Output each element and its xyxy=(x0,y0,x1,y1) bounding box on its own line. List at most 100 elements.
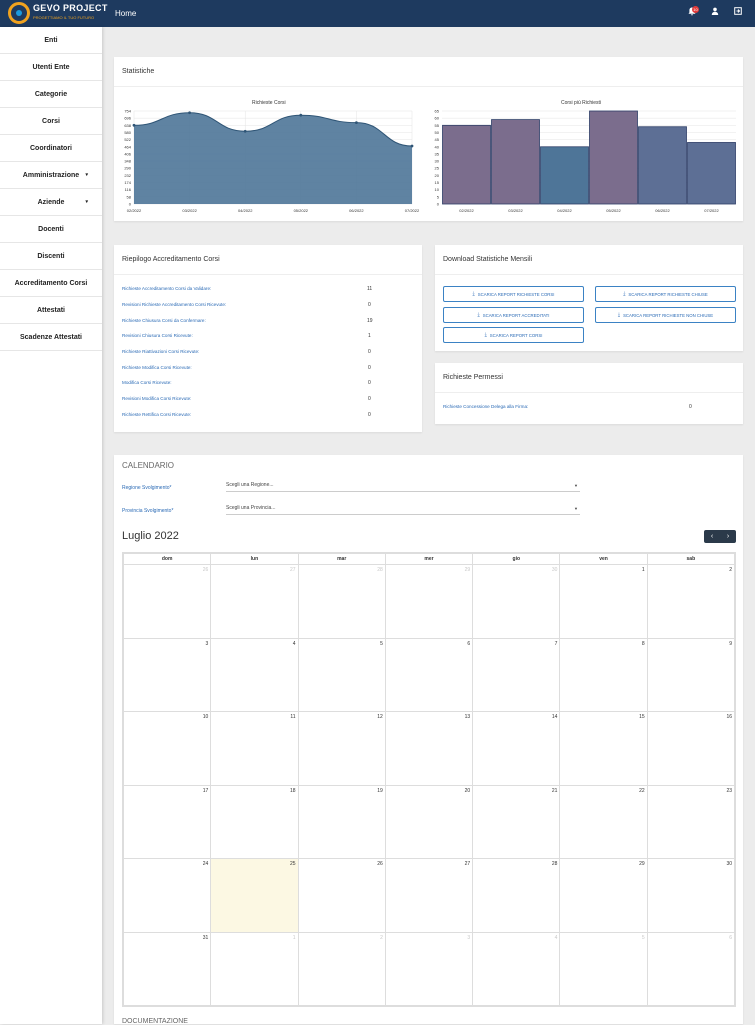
logout-icon[interactable] xyxy=(732,7,744,19)
calendar-day-cell[interactable]: 23 xyxy=(646,784,736,859)
calendar-day-cell[interactable]: 27 xyxy=(384,858,474,933)
calendar-day-cell[interactable]: 29 xyxy=(559,858,648,933)
y-tick-label: 464 xyxy=(124,144,131,149)
calendar-day-cell[interactable]: 29 xyxy=(384,564,474,639)
day-header: mar xyxy=(297,553,386,565)
y-tick-label: 45 xyxy=(435,137,440,142)
permessi-row-value: 0 xyxy=(689,404,692,410)
riepilogo-card: Riepilogo Accreditamento Corsi Richieste… xyxy=(114,245,422,432)
calendar-day-cell[interactable]: 26 xyxy=(122,564,212,639)
download-report-richieste-non-chiuse-button[interactable]: ⤓ SCARICA REPORT RICHIESTE NON CHIUSE xyxy=(595,307,736,323)
calendar-day-cell[interactable]: 30 xyxy=(472,564,561,639)
riepilogo-row-label[interactable]: Richieste Modifica Corsi Ricevute: xyxy=(122,365,192,370)
y-tick-label: 522 xyxy=(124,137,131,142)
riepilogo-row-label[interactable]: Richieste Accreditamento Corsi da Valida… xyxy=(122,286,212,291)
sidebar-item-coordinatori[interactable]: Coordinatori xyxy=(0,135,102,162)
x-tick-label: 06/2022 xyxy=(655,208,670,213)
calendar-day-cell[interactable]: 21 xyxy=(472,784,561,859)
calendar-day-cell[interactable]: 12 xyxy=(297,711,386,786)
calendar-day-cell[interactable]: 26 xyxy=(297,858,386,933)
provincia-select[interactable]: Scegli una Provincia... ▼ xyxy=(226,505,580,515)
calendar-day-cell[interactable]: 2 xyxy=(646,564,736,639)
sidebar-item-categorie[interactable]: Categorie xyxy=(0,81,102,108)
calendar-day-cell[interactable]: 22 xyxy=(559,784,648,859)
brand-logo[interactable]: GEVO PROJECT PROGETTIAMO IL TUO FUTURO xyxy=(8,2,108,24)
sidebar-item-aziende[interactable]: Aziende ▾ xyxy=(0,189,102,216)
calendar-day-cell[interactable]: 16 xyxy=(646,711,736,786)
riepilogo-row-label[interactable]: Richieste Chiusura Corsi da Confermare: xyxy=(122,318,206,323)
sidebar-item-accreditamento-corsi[interactable]: Accreditamento Corsi xyxy=(0,270,102,297)
sidebar-item-amministrazione[interactable]: Amministrazione ▾ xyxy=(0,162,102,189)
statistics-title: Statistiche xyxy=(114,57,743,87)
y-tick-label: 10 xyxy=(435,187,440,192)
sidebar-item-enti[interactable]: Enti xyxy=(0,27,102,54)
calendar-day-cell[interactable]: 2 xyxy=(297,931,386,1006)
riepilogo-row-label[interactable]: Richieste Riattivazioni Corsi Ricevute: xyxy=(122,349,200,354)
calendar-day-cell[interactable]: 15 xyxy=(559,711,648,786)
sidebar-item-utenti-ente[interactable]: Utenti Ente xyxy=(0,54,102,81)
calendar-next-button[interactable]: › xyxy=(720,530,736,543)
sidebar-item-docenti[interactable]: Docenti xyxy=(0,216,102,243)
download-report-corsi-button[interactable]: ⤓ SCARICA REPORT CORSI xyxy=(443,327,584,343)
sidebar-item-corsi[interactable]: Corsi xyxy=(0,108,102,135)
calendar-day-cell[interactable]: 17 xyxy=(122,784,212,859)
notification-badge: 10 xyxy=(692,6,699,13)
riepilogo-row-label[interactable]: Richieste Rettifica Corsi Ricevute: xyxy=(122,412,192,417)
sidebar-item-label: Enti xyxy=(44,36,58,44)
download-report-richieste-corsi-button[interactable]: ⤓ SCARICA REPORT RICHIESTE CORSI xyxy=(443,286,584,302)
regione-select[interactable]: Scegli una Regione... ▼ xyxy=(226,482,580,492)
calendar-day-cell[interactable]: 24 xyxy=(122,858,212,933)
calendar-day-cell[interactable]: 18 xyxy=(210,784,299,859)
calendar-day-cell[interactable]: 27 xyxy=(210,564,299,639)
calendar-prev-button[interactable]: ‹ xyxy=(704,530,720,543)
riepilogo-row-label[interactable]: Revisioni Chiusura Corsi Ricevute: xyxy=(122,333,193,338)
download-title: Download Statistiche Mensili xyxy=(435,245,743,275)
calendar-day-cell[interactable]: 20 xyxy=(384,784,474,859)
y-tick-label: 15 xyxy=(435,180,440,185)
chart-title-corsi-piu-richiesti: Corsi più Richiesti xyxy=(561,100,602,106)
home-link[interactable]: Home xyxy=(115,9,137,18)
permessi-row-label[interactable]: Richieste Concessione Delega alla Firma: xyxy=(443,404,529,409)
user-icon[interactable] xyxy=(709,7,721,19)
download-report-accreditati-button[interactable]: ⤓ SCARICA REPORT ACCREDITATI xyxy=(443,307,584,323)
download-report-richieste-chiuse-button[interactable]: ⤓ SCARICA REPORT RICHIESTE CHIUSE xyxy=(595,286,736,302)
download-icon: ⤓ xyxy=(477,312,480,318)
calendar-day-cell[interactable]: 19 xyxy=(297,784,386,859)
calendar-day-cell[interactable]: 1 xyxy=(210,931,299,1006)
calendar-day-cell[interactable]: 4 xyxy=(472,931,561,1006)
calendar-day-cell[interactable]: 4 xyxy=(210,637,299,712)
y-tick-label: 25 xyxy=(435,166,440,171)
sidebar-item-attestati[interactable]: Attestati xyxy=(0,297,102,324)
riepilogo-row-label[interactable]: Revisioni Richieste Accreditamento Corsi… xyxy=(122,302,227,307)
y-tick-label: 174 xyxy=(124,180,131,185)
calendar-day-cell[interactable]: 9 xyxy=(646,637,736,712)
riepilogo-row-label[interactable]: Modifica Corsi Ricevute: xyxy=(122,380,172,385)
calendar-day-cell[interactable]: 1 xyxy=(559,564,648,639)
calendar-day-cell[interactable]: 5 xyxy=(559,931,648,1006)
calendar-day-cell[interactable]: 13 xyxy=(384,711,474,786)
calendar-day-cell[interactable]: 6 xyxy=(384,637,474,712)
calendar-day-cell[interactable]: 3 xyxy=(384,931,474,1006)
calendar-day-cell[interactable]: 7 xyxy=(472,637,561,712)
calendar-day-cell[interactable]: 28 xyxy=(297,564,386,639)
y-tick-label: 30 xyxy=(435,159,440,164)
y-tick-label: 55 xyxy=(435,123,440,128)
calendar-day-cell[interactable]: 31 xyxy=(122,931,212,1006)
calendar-day-cell[interactable]: 3 xyxy=(122,637,212,712)
button-label: SCARICA REPORT RICHIESTE CORSI xyxy=(477,291,555,297)
calendar-day-cell[interactable]: 5 xyxy=(297,637,386,712)
sidebar-item-scadenze-attestati[interactable]: Scadenze Attestati xyxy=(0,324,102,351)
chart-title-richieste-corsi: Richieste Corsi xyxy=(252,100,286,106)
sidebar-item-discenti[interactable]: Discenti xyxy=(0,243,102,270)
button-label: SCARICA REPORT CORSI xyxy=(489,332,543,338)
data-point xyxy=(410,144,414,148)
calendar-day-cell[interactable]: 14 xyxy=(472,711,561,786)
calendar-day-cell[interactable]: 6 xyxy=(646,931,736,1006)
calendar-day-cell[interactable]: 30 xyxy=(646,858,736,933)
calendar-day-cell[interactable]: 10 xyxy=(122,711,212,786)
calendar-day-cell[interactable]: 11 xyxy=(210,711,299,786)
riepilogo-row-label[interactable]: Revisioni Modifica Corsi Ricevute: xyxy=(122,396,192,401)
calendar-day-cell-today[interactable]: 25 xyxy=(210,858,299,933)
calendar-day-cell[interactable]: 28 xyxy=(472,858,561,933)
calendar-day-cell[interactable]: 8 xyxy=(559,637,648,712)
